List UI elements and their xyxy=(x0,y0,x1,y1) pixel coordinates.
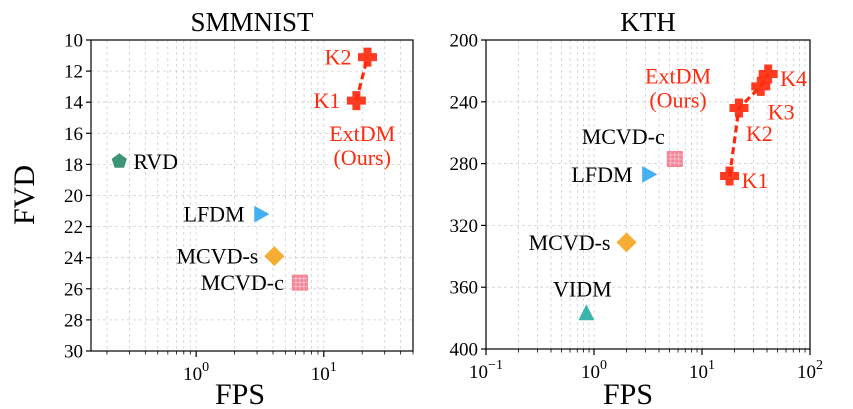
y-tick-label: 26 xyxy=(64,279,83,300)
marker-hatch xyxy=(667,151,682,166)
y-tick-label: 400 xyxy=(450,340,479,361)
point-lfdm-marker xyxy=(642,166,658,183)
point-mcvd-c-label: MCVD-c xyxy=(582,124,665,149)
point-rvd-marker xyxy=(111,153,127,168)
y-tick-label: 12 xyxy=(64,62,83,83)
x-tick-label: 102 xyxy=(797,358,823,383)
x-tick-label: 101 xyxy=(311,360,337,385)
x-tick-label: 100 xyxy=(183,360,209,385)
point-mcvd-s-marker xyxy=(264,246,285,267)
y-tick-label: 24 xyxy=(64,248,84,269)
method-annotation: ExtDM (Ours) xyxy=(645,63,711,112)
x-tick-label: 101 xyxy=(689,358,715,383)
point-mcvd-s-label: MCVD-s xyxy=(529,230,611,255)
point-k3-label: K3 xyxy=(768,99,795,124)
point-mcvd-c-label: MCVD-c xyxy=(201,270,284,295)
y-tick-label: 30 xyxy=(64,342,83,363)
point-rvd-label: RVD xyxy=(133,149,178,174)
point-lfdm-label: LFDM xyxy=(571,162,632,187)
point-k4-marker xyxy=(758,64,778,84)
y-tick-label: 320 xyxy=(450,216,479,237)
y-tick-label: 18 xyxy=(64,155,83,176)
method-annotation: ExtDM (Ours) xyxy=(329,121,395,170)
y-tick-label: 280 xyxy=(450,154,479,175)
point-mcvd-s-marker xyxy=(616,232,637,253)
y-tick-label: 22 xyxy=(64,217,83,238)
point-k2-label: K2 xyxy=(325,45,352,70)
point-k2-label: K2 xyxy=(746,121,773,146)
y-tick-label: 10 xyxy=(64,31,83,52)
x-axis-label: FPS xyxy=(215,378,265,409)
series-line-extdm-ours xyxy=(728,73,770,177)
y-tick-label: 16 xyxy=(64,124,83,145)
marker-hatch xyxy=(292,275,307,290)
point-k1-label: K1 xyxy=(313,88,340,113)
point-k4-label: K4 xyxy=(780,66,807,91)
point-vidm-marker xyxy=(578,304,595,321)
chart-title: KTH xyxy=(620,7,676,37)
y-tick-label: 360 xyxy=(450,278,479,299)
point-lfdm-label: LFDM xyxy=(184,202,245,227)
y-tick-label: 200 xyxy=(450,31,479,52)
plot-frame xyxy=(90,39,414,352)
smmnist-panel: 10 12 14 16 18 20 22 24 26 28 30 100 101 SMMNIST FPS RV… xyxy=(64,7,414,409)
y-tick-label: 14 xyxy=(64,93,84,114)
point-lfdm-marker xyxy=(254,205,270,223)
x-tick-label: 10−1 xyxy=(469,358,503,383)
x-tick-label: 100 xyxy=(581,358,607,383)
point-vidm-label: VIDM xyxy=(553,276,612,301)
point-k1-marker xyxy=(346,91,366,111)
y-tick-label: 28 xyxy=(64,310,83,331)
point-k2-marker xyxy=(357,47,377,67)
point-k1-marker xyxy=(720,166,740,186)
point-mcvd-s-label: MCVD-s xyxy=(176,244,258,269)
y-tick-label: 240 xyxy=(450,92,479,113)
point-k1-label: K1 xyxy=(742,168,769,193)
chart-title: SMMNIST xyxy=(190,7,314,37)
point-k2-marker xyxy=(729,98,749,118)
y-tick-label: 20 xyxy=(64,186,83,207)
shared-y-axis-label: FVD xyxy=(8,165,41,225)
plot-frame xyxy=(485,39,811,350)
x-axis-label: FPS xyxy=(603,378,653,409)
point-k3-marker xyxy=(751,76,771,96)
